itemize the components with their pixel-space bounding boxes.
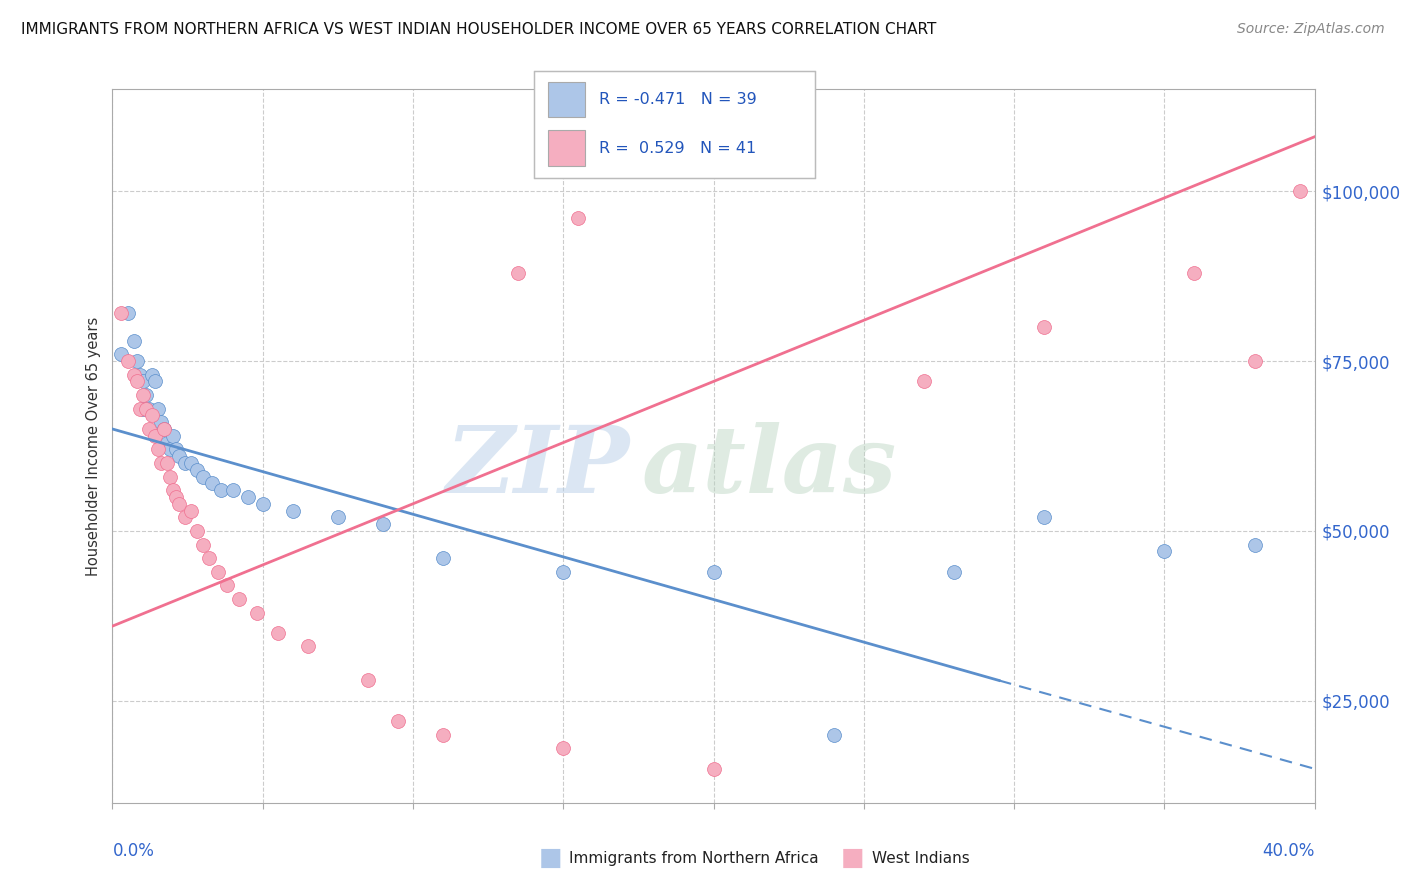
Point (326, 510, 349, 524)
Point (167, 497, 190, 511)
Point (252, 497, 274, 511)
Point (162, 483, 184, 498)
Point (159, 442, 181, 457)
Point (197, 551, 219, 566)
Point (553, 565, 575, 579)
Point (152, 422, 174, 436)
Point (143, 375, 166, 389)
Point (138, 422, 160, 436)
Point (149, 415, 172, 429)
Y-axis label: Householder Income Over 65 years: Householder Income Over 65 years (86, 317, 101, 575)
Point (117, 354, 139, 368)
Point (432, 551, 454, 566)
Point (122, 334, 145, 348)
Point (387, 714, 409, 729)
Point (131, 375, 153, 389)
Point (162, 429, 184, 443)
Point (141, 368, 163, 382)
Point (267, 626, 290, 640)
Point (165, 490, 187, 504)
Point (209, 483, 232, 498)
Point (173, 510, 195, 524)
Point (146, 401, 169, 416)
Point (110, 306, 132, 320)
Text: Source: ZipAtlas.com: Source: ZipAtlas.com (1237, 22, 1385, 37)
Point (823, 728, 845, 742)
Point (117, 306, 139, 320)
Point (1033, 510, 1056, 524)
Point (125, 375, 148, 389)
Point (942, 565, 965, 579)
Point (110, 347, 132, 361)
Point (201, 476, 224, 491)
Point (222, 483, 245, 498)
Point (236, 490, 259, 504)
Text: ■: ■ (538, 847, 562, 870)
Point (167, 449, 190, 463)
Point (135, 388, 157, 402)
Point (553, 741, 575, 756)
Point (297, 640, 319, 654)
Point (173, 456, 195, 470)
Text: R =  0.529   N = 41: R = 0.529 N = 41 (599, 141, 756, 156)
Point (135, 401, 157, 416)
Point (149, 456, 172, 470)
Point (131, 401, 153, 416)
Text: 0.0%: 0.0% (112, 842, 155, 860)
Bar (548, 130, 585, 166)
Point (1153, 544, 1175, 558)
Text: IMMIGRANTS FROM NORTHERN AFRICA VS WEST INDIAN HOUSEHOLDER INCOME OVER 65 YEARS : IMMIGRANTS FROM NORTHERN AFRICA VS WEST … (21, 22, 936, 37)
Point (155, 456, 177, 470)
Point (371, 517, 394, 532)
Point (146, 442, 169, 457)
Point (207, 565, 229, 579)
Point (152, 422, 174, 436)
Point (912, 375, 935, 389)
Point (155, 435, 177, 450)
Point (246, 606, 269, 620)
Point (186, 463, 208, 477)
Text: R = -0.471   N = 39: R = -0.471 N = 39 (599, 92, 756, 107)
Point (1243, 537, 1265, 551)
Point (1033, 320, 1056, 334)
Point (122, 368, 145, 382)
Point (125, 354, 148, 368)
Text: atlas: atlas (641, 423, 897, 512)
Point (186, 524, 208, 538)
Point (1288, 184, 1310, 198)
Point (191, 469, 214, 483)
Point (180, 456, 202, 470)
Point (141, 409, 163, 423)
Point (1243, 354, 1265, 368)
Point (228, 591, 250, 606)
Text: ■: ■ (841, 847, 865, 870)
Text: Immigrants from Northern Africa: Immigrants from Northern Africa (569, 851, 820, 865)
Point (143, 429, 166, 443)
Point (128, 401, 150, 416)
Point (567, 211, 589, 226)
Bar (548, 82, 585, 118)
Text: 40.0%: 40.0% (1263, 842, 1315, 860)
Point (180, 503, 202, 517)
Point (131, 388, 153, 402)
Point (357, 673, 380, 688)
Point (215, 578, 238, 592)
Point (702, 565, 725, 579)
Point (702, 762, 725, 776)
Point (508, 266, 530, 280)
Point (159, 469, 181, 483)
Point (1184, 266, 1206, 280)
Point (432, 728, 454, 742)
Point (138, 401, 160, 416)
Text: West Indians: West Indians (872, 851, 970, 865)
Text: ZIP: ZIP (446, 423, 630, 512)
Point (281, 503, 304, 517)
Point (128, 368, 150, 382)
Point (191, 537, 214, 551)
Point (165, 442, 187, 457)
